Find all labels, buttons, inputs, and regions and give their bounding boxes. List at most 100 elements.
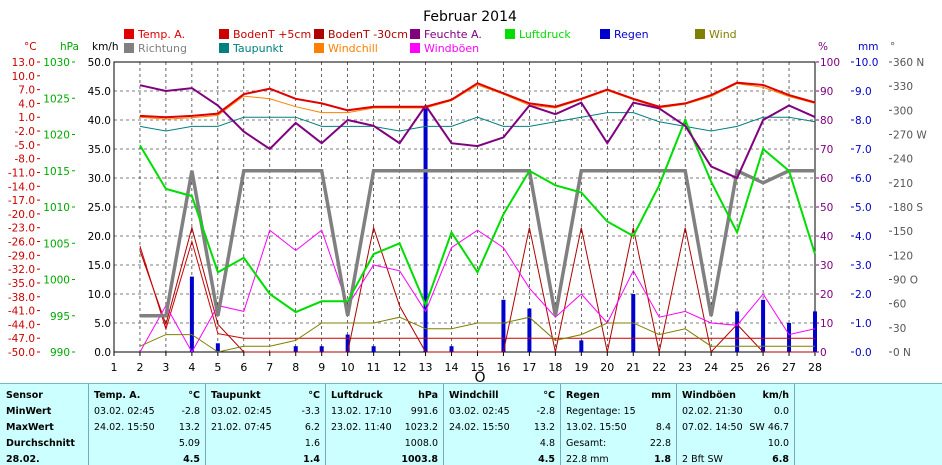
x-tick-label: 12: [393, 361, 407, 374]
y-tick-temp: -41.0: [8, 306, 35, 318]
y-tick-humidity: 70: [820, 144, 833, 156]
y-tick-temp: -5.0: [15, 140, 36, 152]
x-tick-label: 25: [730, 361, 744, 374]
series-line-richtung: [140, 168, 815, 318]
y-tick-rain: 3.0: [855, 260, 872, 272]
y-tick-rain: 6.0: [855, 173, 872, 185]
x-tick-label: 5: [214, 361, 221, 374]
y-tick-direction: 330: [893, 81, 913, 93]
x-tick-labels: 1 2 3 4 5 6 7 8 9 10 11 12 13 14 15 16 17 18 19 20 21 22 23 24 2…: [111, 352, 822, 374]
y-tick-wind: 10.0: [88, 289, 111, 301]
legend-swatch: [219, 29, 229, 39]
col-temp-current: 4.5: [183, 454, 200, 465]
col-rain-max: 8.4: [655, 422, 671, 433]
legend-label: Windchill: [328, 42, 378, 55]
row-label-max: MaxWert: [6, 422, 54, 433]
rain-bar: [813, 311, 817, 352]
y-tick-rain: 1.0: [855, 318, 872, 330]
col-temp-avg: 5.09: [178, 438, 200, 449]
legend-label: Taupunkt: [232, 42, 284, 55]
y-tick-pressure: 1015: [43, 166, 70, 178]
col-windchill: Windchill °C 03.02. 02:45 -2.8 24.02. 15…: [443, 384, 561, 465]
x-tick-label: 27: [782, 361, 796, 374]
y-tick-temp: 7.0: [18, 85, 35, 97]
rain-bar: [319, 346, 324, 352]
series-line-taupunkt: [139, 112, 816, 132]
y-tick-humidity: 10: [820, 318, 833, 330]
series-line-windchill: [139, 83, 816, 120]
x-tick-label: 10: [341, 361, 355, 374]
y-tick-rain: 8.0: [855, 115, 872, 127]
legend-swatch: [410, 29, 420, 39]
col-windchill-min: -2.8: [536, 406, 555, 417]
col-pressure-min-time: 13.02. 17:10: [331, 406, 392, 417]
y-tick-temp: -47.0: [8, 333, 35, 345]
x-tick-label: 6: [240, 361, 247, 374]
y-tick-direction: 0 N: [893, 347, 911, 359]
y-tick-wind: 15.0: [88, 260, 111, 272]
col-windchill-max-time: 24.02. 15:50: [449, 422, 510, 433]
col-dewpoint-unit: °C: [308, 390, 320, 401]
y-tick-humidity: 0: [820, 347, 827, 359]
col-pressure-unit: hPa: [418, 390, 438, 401]
rain-bar: [579, 340, 584, 352]
series-line-wind: [139, 316, 815, 353]
col-gusts-current: 6.8: [772, 454, 789, 465]
col-gusts-min-time: 02.02. 21:30: [682, 406, 743, 417]
y-tick-humidity: 90: [820, 86, 833, 98]
x-tick-label: 17: [522, 361, 536, 374]
y-tick-humidity: 50: [820, 202, 833, 214]
legend-swatch: [314, 29, 324, 39]
x-tick-label: 22: [652, 361, 666, 374]
rain-bar: [735, 311, 740, 352]
y-tick-temp: -8.0: [15, 154, 36, 166]
series-line-bodent-5cm: [139, 239, 815, 339]
y-tick-direction: 30: [893, 323, 906, 335]
x-tick-label: 14: [445, 361, 459, 374]
legend-swatch: [505, 29, 515, 39]
y-tick-humidity: 80: [820, 115, 833, 127]
x-tick-label: 1: [111, 361, 118, 374]
col-temp-min-time: 03.02. 02:45: [94, 406, 155, 417]
y-tick-wind: 0.0: [94, 347, 111, 359]
axis-unit-label: mm: [858, 41, 878, 53]
y-tick-temp: -44.0: [8, 319, 35, 331]
y-tick-temp: -11.0: [8, 167, 35, 179]
x-tick-label: 7: [266, 361, 273, 374]
y-tick-pressure: 995: [50, 311, 70, 323]
x-tick-label: 2: [136, 361, 143, 374]
col-dewpoint-current: 1.4: [303, 454, 320, 465]
legend-label: Richtung: [138, 42, 187, 55]
axis-unit-label: km/h: [92, 41, 119, 53]
y-tick-wind: 35.0: [88, 144, 111, 156]
legend-label: BodenT -30cm: [328, 28, 408, 41]
rain-bar: [761, 299, 766, 352]
y-tick-humidity: 100: [820, 57, 840, 69]
col-temp-unit: °C: [188, 390, 200, 401]
row-label-current: 28.02.: [6, 454, 40, 465]
y-tick-humidity: 20: [820, 289, 833, 301]
rain-bar: [423, 108, 428, 353]
y-tick-pressure: 1030: [43, 57, 70, 69]
series-line-temp-a-: [139, 81, 816, 119]
col-windchill-unit: °C: [543, 390, 555, 401]
col-dewpoint-max: 6.2: [304, 422, 320, 433]
x-tick-label: 20: [600, 361, 614, 374]
rain-bar: [371, 346, 376, 352]
series-line-feuchte-a-: [139, 84, 816, 180]
y-tick-temp: 10.0: [12, 71, 35, 83]
y-tick-rain: 10.0: [855, 57, 878, 69]
y-tick-wind: 45.0: [88, 86, 111, 98]
axis-unit-label: °C: [24, 41, 37, 53]
y-tick-direction: 240: [893, 154, 913, 166]
col-gusts-max-time: 07.02. 14:50: [682, 422, 743, 433]
axis-units: °C hPa km/h% mm °: [24, 41, 895, 53]
x-tick-label: 19: [574, 361, 588, 374]
col-rain-max-time: 13.02. 15:50: [566, 422, 627, 433]
y-tick-pressure: 1010: [43, 202, 70, 214]
y-tick-direction: 90 O: [893, 275, 918, 287]
legend-swatch: [600, 29, 610, 39]
y-tick-direction: 300: [893, 105, 913, 117]
col-gusts-min: 0.0: [773, 406, 789, 417]
y-tick-temp: -32.0: [8, 264, 35, 276]
